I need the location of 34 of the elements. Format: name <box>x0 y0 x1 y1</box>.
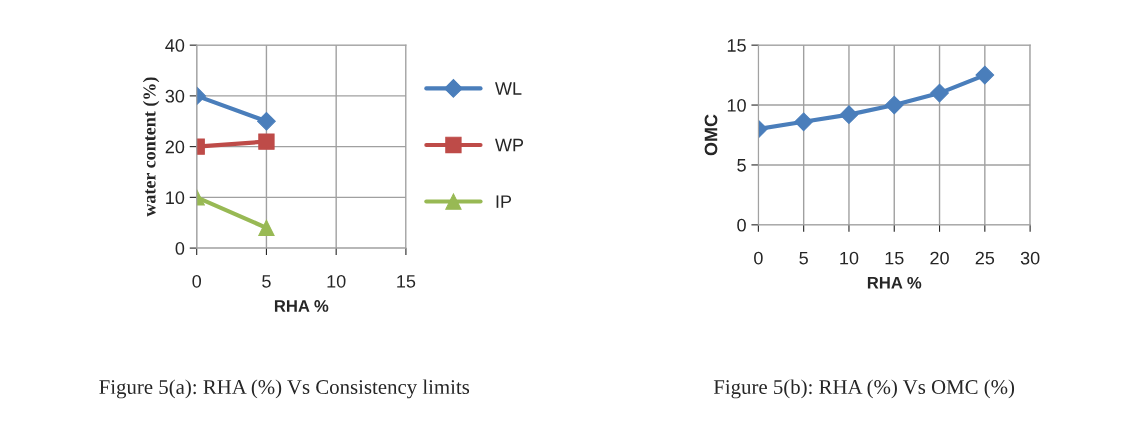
legend-label: IP <box>496 195 512 208</box>
point <box>839 105 859 124</box>
point <box>884 95 904 115</box>
y-tick-label: 30 <box>165 89 185 103</box>
x-tick-label: 5 <box>799 251 808 265</box>
y-axis-title: OMC <box>704 114 718 156</box>
point <box>794 112 814 132</box>
x-tick-label: 5 <box>262 275 271 288</box>
x-tick-label: 15 <box>885 251 904 265</box>
caption: Figure 5(a): RHA (%) Vs Consistency limits <box>99 379 470 399</box>
y-tick-label: 20 <box>165 140 185 154</box>
x-tick-label: 10 <box>327 274 346 288</box>
legend-label: WL <box>495 82 522 95</box>
point <box>975 65 995 85</box>
x-tick-label: 0 <box>754 251 763 265</box>
point <box>930 83 949 103</box>
y-tick-label: 10 <box>166 191 185 205</box>
y-tick-label: 15 <box>727 39 746 52</box>
x-tick-label: 30 <box>1020 251 1040 265</box>
x-axis-title: RHA % <box>867 276 922 289</box>
y-tick-label: 40 <box>165 39 185 52</box>
caption: Figure 5(b): RHA (%) Vs OMC (%) <box>713 379 1015 399</box>
y-tick-label: 0 <box>737 218 746 232</box>
legend-label: WP <box>495 138 524 152</box>
y-tick-label: 5 <box>737 159 746 172</box>
x-tick-label: 15 <box>397 275 416 288</box>
x-tick-label: 0 <box>192 274 202 288</box>
x-axis-title: RHA % <box>274 300 329 312</box>
y-axis-title: water content (%) <box>142 77 160 217</box>
y-tick-label: 10 <box>727 98 746 112</box>
y-tick-label: 0 <box>175 242 185 255</box>
x-tick-label: 20 <box>930 251 949 265</box>
x-tick-label: 25 <box>975 251 995 265</box>
x-tick-label: 10 <box>840 251 859 265</box>
